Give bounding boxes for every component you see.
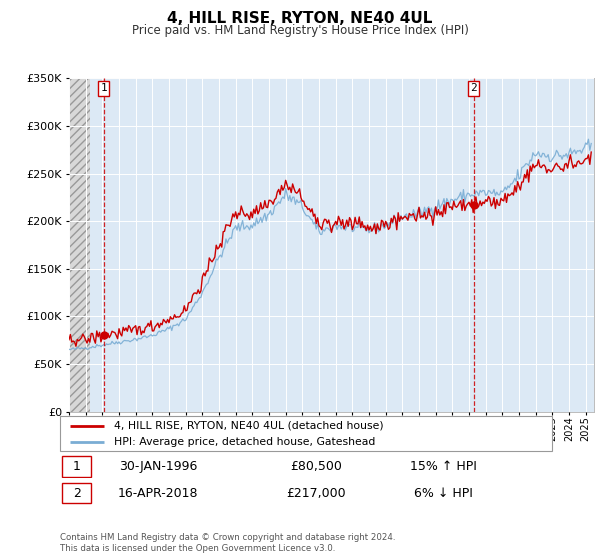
Text: 2: 2 xyxy=(470,83,477,94)
Text: 1: 1 xyxy=(73,460,80,473)
Text: 2: 2 xyxy=(73,487,80,500)
Text: £80,500: £80,500 xyxy=(290,460,342,473)
FancyBboxPatch shape xyxy=(62,483,91,503)
Text: 15% ↑ HPI: 15% ↑ HPI xyxy=(410,460,477,473)
Text: 16-APR-2018: 16-APR-2018 xyxy=(118,487,199,500)
Text: 30-JAN-1996: 30-JAN-1996 xyxy=(119,460,197,473)
Text: 1: 1 xyxy=(100,83,107,94)
Text: 4, HILL RISE, RYTON, NE40 4UL: 4, HILL RISE, RYTON, NE40 4UL xyxy=(167,11,433,26)
Text: Price paid vs. HM Land Registry's House Price Index (HPI): Price paid vs. HM Land Registry's House … xyxy=(131,24,469,36)
Text: 6% ↓ HPI: 6% ↓ HPI xyxy=(415,487,473,500)
FancyBboxPatch shape xyxy=(62,456,91,477)
Text: Contains HM Land Registry data © Crown copyright and database right 2024.
This d: Contains HM Land Registry data © Crown c… xyxy=(60,533,395,553)
Bar xyxy=(69,78,90,412)
FancyBboxPatch shape xyxy=(60,416,552,451)
Text: £217,000: £217,000 xyxy=(286,487,346,500)
Text: HPI: Average price, detached house, Gateshead: HPI: Average price, detached house, Gate… xyxy=(114,437,376,447)
Text: 4, HILL RISE, RYTON, NE40 4UL (detached house): 4, HILL RISE, RYTON, NE40 4UL (detached … xyxy=(114,421,384,431)
